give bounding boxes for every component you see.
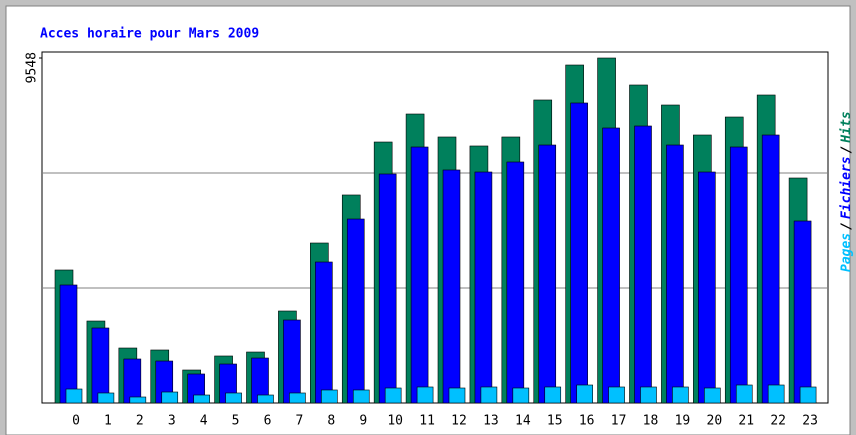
- bar: [283, 319, 301, 404]
- bar: [257, 394, 274, 404]
- bar: [161, 391, 179, 404]
- bar: [608, 386, 625, 404]
- bar: [384, 387, 402, 404]
- x-tick-label: 23: [802, 414, 818, 429]
- bar: [761, 134, 780, 404]
- bar: [640, 386, 657, 404]
- x-tick-label: 8: [327, 414, 335, 429]
- bar: [352, 389, 370, 404]
- bar: [506, 161, 525, 404]
- x-tick-label: 5: [232, 414, 240, 429]
- x-tick-label: 15: [547, 414, 563, 429]
- bar: [767, 384, 785, 404]
- bar: [576, 384, 593, 404]
- bar: [474, 171, 493, 404]
- x-tick-label: 19: [675, 414, 691, 429]
- x-tick-label: 3: [168, 414, 176, 429]
- bar: [570, 102, 588, 404]
- bar: [416, 386, 434, 404]
- x-tick-label: 0: [72, 414, 80, 429]
- bar: [378, 173, 397, 404]
- bar: [672, 386, 689, 404]
- bar: [538, 144, 557, 404]
- y-tick-label: 9548: [25, 52, 40, 83]
- x-tick-label: 18: [643, 414, 659, 429]
- bar: [129, 396, 147, 404]
- x-tick-label: 11: [419, 414, 435, 429]
- legend-entry: Hits: [839, 111, 854, 143]
- x-tick-label: 6: [264, 414, 272, 429]
- bar: [442, 169, 461, 404]
- x-tick-label: 10: [387, 414, 403, 429]
- bar: [123, 358, 142, 404]
- x-tick-label: 13: [483, 414, 499, 429]
- bar: [634, 125, 652, 404]
- bar: [225, 392, 242, 404]
- bar: [544, 386, 562, 404]
- x-tick-label: 4: [200, 414, 208, 429]
- bar: [512, 387, 530, 404]
- bar: [448, 387, 466, 404]
- chart-title: Acces horaire pour Mars 2009: [40, 27, 259, 42]
- x-tick-label: 9: [359, 414, 367, 429]
- bar: [65, 388, 83, 404]
- bar: [735, 384, 753, 404]
- bar: [410, 146, 429, 404]
- bar: [698, 171, 716, 404]
- bar: [315, 261, 333, 404]
- x-tick-label: 21: [738, 414, 754, 429]
- legend-separator: /: [839, 222, 854, 230]
- x-tick-label: 16: [579, 414, 595, 429]
- x-tick-label: 1: [104, 414, 112, 429]
- legend-entry: Fichiers: [839, 156, 854, 219]
- x-tick-label: 20: [707, 414, 723, 429]
- bar: [793, 220, 812, 404]
- bar: [666, 144, 684, 404]
- x-tick-label: 12: [451, 414, 467, 429]
- bar: [91, 327, 110, 404]
- bar: [799, 386, 817, 404]
- bar: [289, 392, 306, 404]
- bar: [346, 218, 365, 404]
- bar: [729, 146, 748, 404]
- bar: [97, 392, 115, 404]
- bar: [704, 387, 721, 404]
- legend: Pages / Fichiers / Hits: [839, 111, 854, 272]
- x-tick-label: 17: [611, 414, 627, 429]
- bar: [193, 394, 210, 404]
- bar: [59, 284, 78, 404]
- bar: [321, 389, 338, 404]
- x-tick-label: 14: [515, 414, 531, 429]
- legend-entry: Pages: [839, 233, 854, 272]
- bar: [480, 386, 498, 404]
- x-tick-label: 7: [296, 414, 304, 429]
- x-tick-label: 22: [770, 414, 786, 429]
- legend-separator: /: [839, 146, 854, 154]
- x-tick-label: 2: [136, 414, 144, 429]
- bar: [602, 127, 620, 404]
